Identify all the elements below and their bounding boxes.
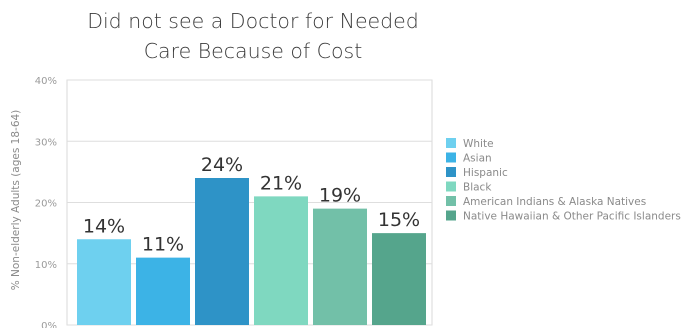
legend-label: Hispanic [463, 167, 508, 179]
y-tick-label: 0% [41, 321, 57, 328]
grid-layer: 0% 10% 20% 30% 40% [35, 76, 433, 328]
data-labels: 14% 11% 24% 21% 19% 15% [83, 154, 420, 256]
chart-title-line-1: Did not see a Doctor for Needed [87, 9, 419, 33]
data-label: 15% [378, 209, 420, 231]
bars [77, 178, 426, 325]
bar [195, 178, 249, 325]
data-label: 11% [142, 234, 184, 256]
y-tick-label: 20% [35, 199, 57, 210]
legend-label: Native Hawaiian & Other Pacific Islander… [463, 211, 681, 223]
legend-swatch [446, 152, 456, 163]
y-tick-label: 10% [35, 260, 57, 271]
bar [136, 257, 190, 325]
bar [313, 208, 367, 325]
legend-swatch [446, 138, 456, 148]
bar [77, 239, 131, 325]
legend-swatch [446, 181, 456, 192]
legend-label: Asian [463, 153, 492, 165]
y-tick-label: 40% [35, 76, 57, 87]
y-tick-label: 30% [35, 137, 57, 148]
legend-label: Black [463, 182, 492, 194]
data-label: 19% [319, 185, 361, 207]
legend-swatch [446, 196, 456, 206]
bar [254, 196, 308, 325]
data-label: 24% [201, 154, 243, 176]
chart-title-line-2: Care Because of Cost [144, 39, 363, 63]
data-label: 14% [83, 215, 125, 237]
data-label: 21% [260, 172, 302, 194]
legend-swatch [446, 167, 456, 177]
legend-label: White [463, 138, 494, 150]
legend: White Asian Hispanic Black American Indians … [446, 138, 681, 223]
legend-swatch [446, 210, 456, 221]
bar [372, 233, 426, 325]
y-axis-label: % Non-elderly Adults (ages 18-64) [10, 110, 22, 291]
legend-label: American Indians & Alaska Natives [463, 196, 646, 208]
